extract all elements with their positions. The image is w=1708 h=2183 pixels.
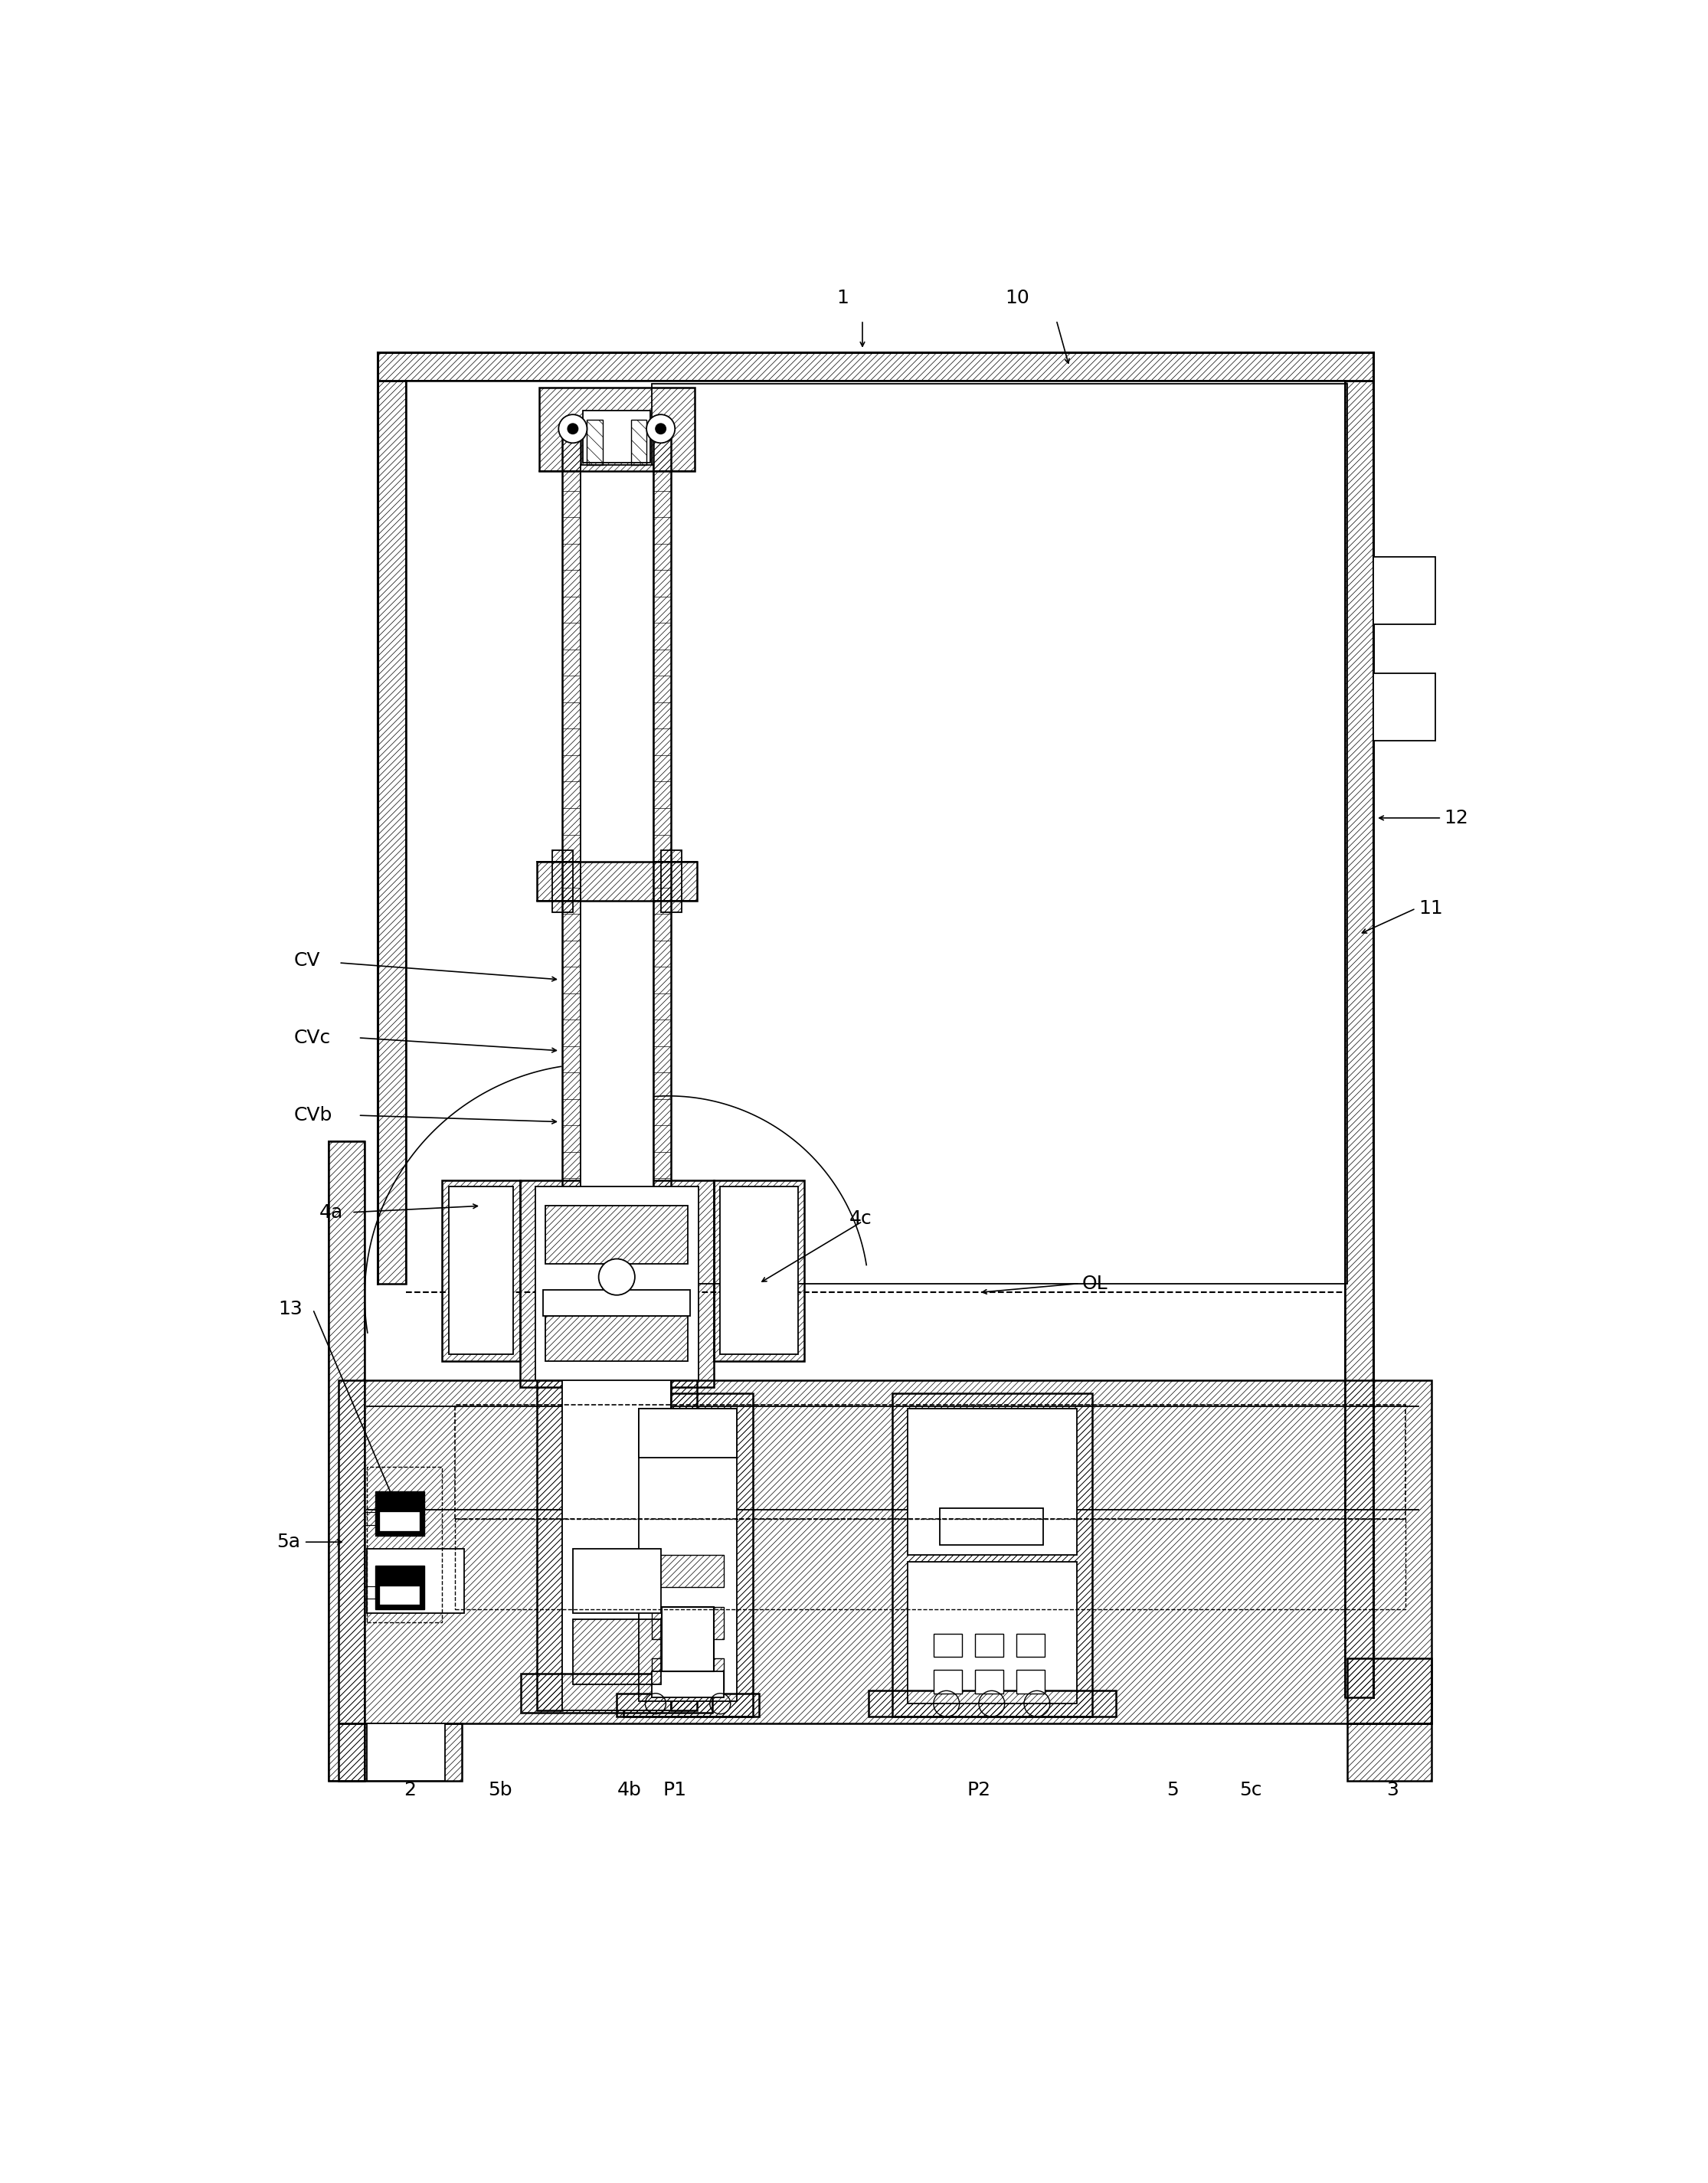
Bar bbox=[652, 1554, 724, 1587]
Bar bbox=[454, 1519, 1406, 1609]
Bar bbox=[1348, 1722, 1431, 1781]
Text: 5: 5 bbox=[1167, 1781, 1179, 1799]
Bar bbox=[652, 384, 1348, 1284]
Text: 4b: 4b bbox=[618, 1781, 642, 1799]
Text: 5c: 5c bbox=[1238, 1781, 1262, 1799]
Text: OL: OL bbox=[1083, 1275, 1108, 1292]
Bar bbox=[975, 1633, 1003, 1657]
Bar bbox=[582, 410, 651, 463]
Text: CV: CV bbox=[294, 952, 319, 969]
Bar bbox=[328, 1142, 364, 1781]
Circle shape bbox=[600, 1260, 635, 1295]
Bar bbox=[1348, 1659, 1431, 1722]
Bar bbox=[892, 1393, 1093, 1716]
Bar bbox=[652, 1672, 724, 1696]
Bar bbox=[562, 439, 581, 1271]
Bar bbox=[535, 1188, 699, 1380]
Bar bbox=[663, 1607, 714, 1672]
Bar bbox=[552, 851, 572, 912]
Bar bbox=[364, 1513, 376, 1526]
Text: P1: P1 bbox=[663, 1781, 687, 1799]
Text: P2: P2 bbox=[967, 1781, 991, 1799]
Bar bbox=[545, 1316, 688, 1360]
Bar bbox=[519, 1181, 714, 1386]
Text: 11: 11 bbox=[1418, 899, 1443, 917]
Bar bbox=[381, 1513, 418, 1530]
Text: 5a: 5a bbox=[277, 1532, 301, 1552]
Text: 13: 13 bbox=[278, 1301, 302, 1319]
Text: 5b: 5b bbox=[488, 1781, 512, 1799]
Bar bbox=[364, 1587, 376, 1598]
Bar bbox=[540, 386, 695, 472]
Bar bbox=[442, 1181, 519, 1360]
Circle shape bbox=[647, 415, 675, 443]
Bar bbox=[975, 1670, 1003, 1694]
Bar bbox=[1344, 380, 1373, 1696]
Bar bbox=[545, 1205, 688, 1264]
Bar bbox=[639, 1408, 738, 1701]
Bar bbox=[671, 1373, 697, 1709]
Bar bbox=[623, 1393, 753, 1716]
Bar bbox=[1373, 672, 1435, 740]
Bar bbox=[536, 1373, 562, 1709]
Bar bbox=[714, 1181, 804, 1360]
Bar bbox=[1373, 557, 1435, 624]
Bar bbox=[721, 1188, 798, 1353]
Circle shape bbox=[567, 424, 577, 434]
Bar bbox=[338, 1380, 1431, 1722]
Bar bbox=[661, 851, 681, 912]
Text: 4c: 4c bbox=[849, 1209, 873, 1229]
Bar bbox=[376, 1565, 424, 1609]
Bar bbox=[907, 1561, 1078, 1703]
Bar bbox=[1016, 1670, 1045, 1694]
Bar bbox=[547, 1297, 687, 1321]
Bar bbox=[1016, 1633, 1045, 1657]
Circle shape bbox=[656, 424, 666, 434]
Bar bbox=[617, 1694, 758, 1716]
Text: 10: 10 bbox=[1006, 288, 1030, 308]
Bar bbox=[536, 862, 697, 902]
Bar bbox=[367, 1548, 465, 1613]
Text: 3: 3 bbox=[1387, 1781, 1399, 1799]
Bar bbox=[367, 1722, 444, 1781]
Bar bbox=[572, 1548, 661, 1613]
Bar bbox=[934, 1670, 962, 1694]
Bar bbox=[652, 439, 671, 1271]
Bar bbox=[572, 1620, 661, 1685]
Bar bbox=[630, 419, 647, 465]
Text: CVc: CVc bbox=[294, 1028, 330, 1048]
Bar bbox=[338, 1722, 461, 1781]
Bar bbox=[581, 465, 652, 1271]
Bar bbox=[652, 1607, 724, 1639]
Bar bbox=[869, 1690, 1115, 1716]
Circle shape bbox=[559, 415, 588, 443]
Bar bbox=[377, 351, 1373, 380]
Bar bbox=[939, 1508, 1044, 1546]
Bar bbox=[588, 419, 603, 465]
Text: 4a: 4a bbox=[319, 1203, 343, 1222]
Bar bbox=[521, 1674, 712, 1714]
Bar bbox=[543, 1290, 690, 1316]
Text: 1: 1 bbox=[837, 288, 849, 308]
Bar bbox=[328, 1142, 364, 1781]
Bar bbox=[454, 1406, 1406, 1519]
Text: 2: 2 bbox=[403, 1781, 417, 1799]
Text: 12: 12 bbox=[1445, 808, 1469, 827]
Bar bbox=[907, 1408, 1078, 1554]
Bar bbox=[652, 1659, 724, 1690]
Bar bbox=[639, 1408, 738, 1458]
Bar bbox=[934, 1633, 962, 1657]
Text: CVb: CVb bbox=[294, 1107, 331, 1124]
Bar bbox=[367, 1467, 442, 1622]
Bar bbox=[376, 1491, 424, 1535]
Bar bbox=[449, 1188, 514, 1353]
Bar bbox=[377, 380, 407, 1284]
Bar bbox=[562, 1373, 671, 1709]
Bar bbox=[381, 1587, 418, 1605]
